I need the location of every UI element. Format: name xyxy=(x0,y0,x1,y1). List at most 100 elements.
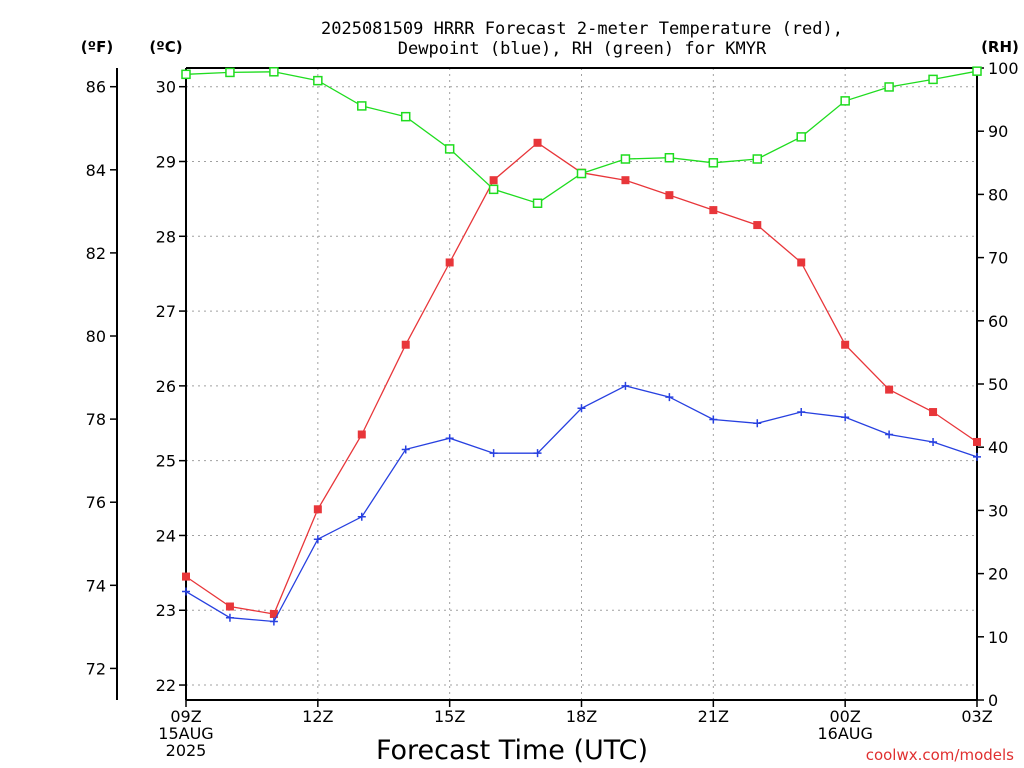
temp-point xyxy=(269,609,278,618)
dewpoint-point xyxy=(269,617,278,626)
celsius-tick-label: 22 xyxy=(156,676,176,695)
dewpoint-point xyxy=(709,415,718,424)
temp-point xyxy=(885,385,894,394)
x-tick-label: 18Z xyxy=(566,707,597,726)
x-tick-label: 03Z xyxy=(961,707,992,726)
temp-point xyxy=(753,221,762,230)
rh-point xyxy=(576,168,587,179)
temp-point xyxy=(182,572,190,581)
dewpoint-point xyxy=(225,613,234,622)
dewpoint-point xyxy=(182,587,190,596)
dewpoint-point xyxy=(885,430,894,439)
rh-tick-label: 50 xyxy=(988,375,1008,394)
temp-point xyxy=(533,138,542,147)
rh-point xyxy=(313,75,323,86)
dewpoint-point xyxy=(533,449,542,458)
rh-tick-label: 30 xyxy=(988,501,1008,520)
dewpoint-point xyxy=(313,535,322,544)
temp-point xyxy=(401,340,410,349)
fahrenheit-tick-label: 84 xyxy=(86,161,106,180)
celsius-tick-label: 29 xyxy=(156,152,176,171)
temp-point xyxy=(973,437,981,446)
dewpoint-point xyxy=(797,408,806,417)
celsius-tick-label: 28 xyxy=(156,227,176,246)
rh-point xyxy=(884,82,894,92)
temp-point xyxy=(709,206,718,215)
fahrenheit-axis-label: (ºF) xyxy=(81,38,113,56)
x-tick-label: 2025 xyxy=(166,741,207,760)
rh-point xyxy=(532,198,543,208)
rh-tick-label: 0 xyxy=(988,691,998,710)
celsius-tick-label: 24 xyxy=(156,526,176,545)
temp-point xyxy=(929,408,938,417)
rh-point xyxy=(357,101,367,111)
rh-tick-label: 10 xyxy=(988,628,1008,647)
temp-point xyxy=(665,191,674,200)
celsius-tick-label: 30 xyxy=(156,78,176,97)
rh-tick-label: 100 xyxy=(988,59,1019,78)
temp-point xyxy=(225,602,234,611)
rh-point xyxy=(269,67,279,77)
rh-point xyxy=(972,66,982,76)
fahrenheit-tick-label: 72 xyxy=(86,659,106,678)
rh-point xyxy=(225,67,235,78)
rh-point xyxy=(181,69,191,80)
x-axis-label: Forecast Time (UTC) xyxy=(376,735,648,766)
rh-tick-label: 90 xyxy=(988,122,1008,141)
x-tick-label: 09Z xyxy=(170,707,201,726)
x-tick-label: 15Z xyxy=(434,707,465,726)
x-tick-label: 00Z xyxy=(830,707,861,726)
celsius-tick-label: 26 xyxy=(156,377,176,396)
temp-point xyxy=(841,340,850,349)
fahrenheit-tick-label: 74 xyxy=(86,576,106,595)
rh-point xyxy=(708,158,719,168)
rh-point xyxy=(664,152,675,163)
temp-point xyxy=(313,505,322,514)
dewpoint-point xyxy=(445,434,454,443)
grid-lines xyxy=(186,68,977,700)
fahrenheit-tick-label: 86 xyxy=(86,78,106,97)
fahrenheit-tick-label: 78 xyxy=(86,410,106,429)
dewpoint-point xyxy=(357,512,366,521)
temp-point xyxy=(357,430,366,439)
dewpoint-point xyxy=(753,419,762,428)
x-tick-label: 21Z xyxy=(698,707,729,726)
chart-subtitle: Dewpoint (blue), RH (green) for KMYR xyxy=(398,39,767,59)
fahrenheit-tick-label: 76 xyxy=(86,493,106,512)
rh-tick-label: 70 xyxy=(988,249,1008,268)
rh-tick-label: 80 xyxy=(988,185,1008,204)
rh-point xyxy=(620,154,631,164)
dewpoint-point xyxy=(929,437,938,446)
rh-point xyxy=(400,111,411,122)
axes xyxy=(110,67,984,707)
dewpoint-line xyxy=(185,385,978,623)
rh-point xyxy=(928,74,938,85)
celsius-tick-label: 27 xyxy=(156,302,176,321)
x-tick-label: 12Z xyxy=(302,707,333,726)
rh-point xyxy=(444,144,455,154)
dewpoint-point xyxy=(577,404,586,413)
dewpoint-point xyxy=(489,449,498,458)
dewpoint-point xyxy=(841,413,850,422)
temp-point xyxy=(797,258,806,267)
chart-title: 2025081509 HRRR Forecast 2-meter Tempera… xyxy=(321,19,843,39)
tick-labels: 22 23 24 25 26 27 28 29 30 72 74 76 78 80 82 84 86 0 10 20 3… xyxy=(86,59,1019,760)
fahrenheit-tick-label: 82 xyxy=(86,244,106,263)
celsius-tick-label: 25 xyxy=(156,452,176,471)
temp-point xyxy=(621,176,630,185)
rh-point xyxy=(796,132,806,142)
temp-point xyxy=(489,176,498,185)
rh-tick-label: 60 xyxy=(988,312,1008,331)
dewpoint-point xyxy=(621,381,630,390)
temp-point xyxy=(445,258,454,267)
watermark: coolwx.com/models xyxy=(866,746,1014,764)
rh-point xyxy=(488,184,499,195)
x-tick-label: 15AUG xyxy=(158,724,213,743)
rh-axis-label: (RH) xyxy=(981,38,1019,56)
x-tick-label: 16AUG xyxy=(817,724,872,743)
dewpoint-point xyxy=(973,452,981,461)
fahrenheit-tick-label: 80 xyxy=(86,327,106,346)
rh-tick-label: 40 xyxy=(988,438,1008,457)
dewpoint-point xyxy=(665,393,674,402)
